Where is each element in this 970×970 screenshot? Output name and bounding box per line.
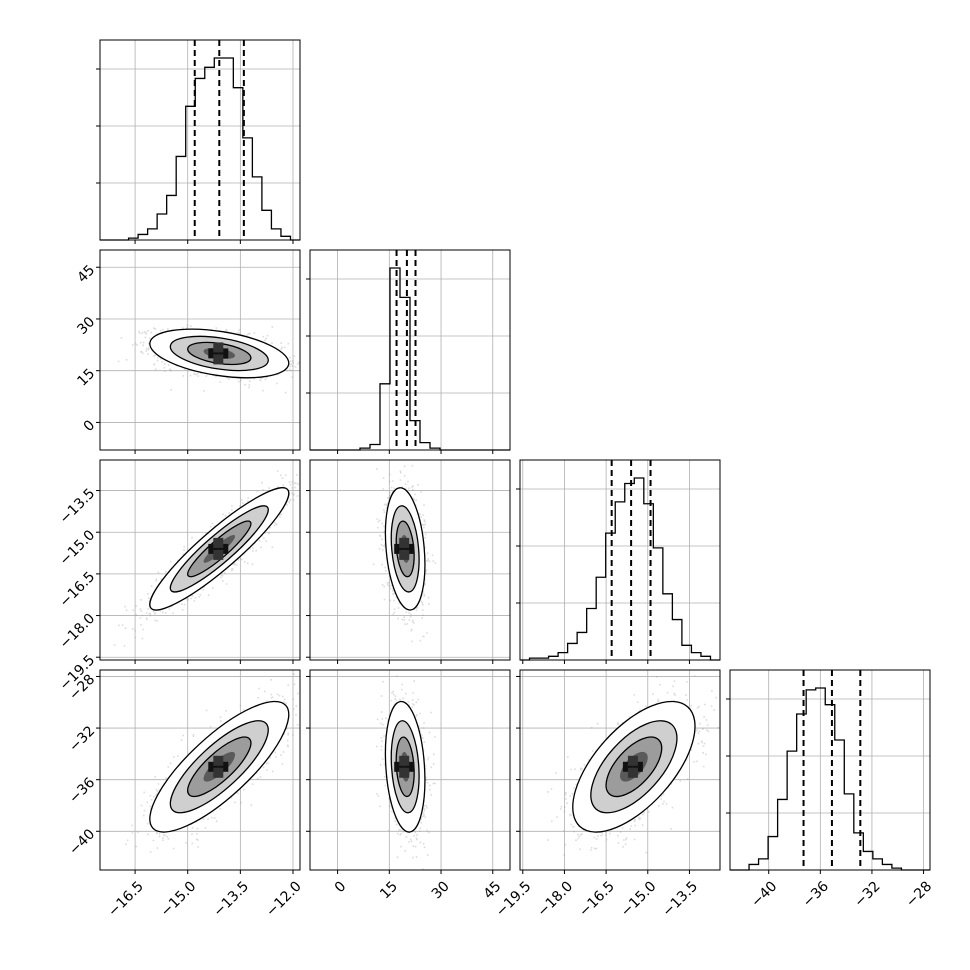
y-tick-label: −32 xyxy=(66,723,98,755)
axes-frame xyxy=(729,669,931,871)
x-tick-label: −16.5 xyxy=(576,878,618,920)
x-tick-label: −15.0 xyxy=(158,878,200,920)
peak-bin xyxy=(627,767,638,778)
peak-bin xyxy=(213,755,224,766)
panel-content xyxy=(100,250,300,450)
histogram-step xyxy=(310,267,510,451)
x-tick-label: −16.5 xyxy=(105,878,147,920)
peak-bin xyxy=(218,348,229,359)
pair-panel-2-1 xyxy=(306,459,511,664)
y-tick-label: −16.5 xyxy=(57,569,99,611)
panel-content xyxy=(310,670,510,870)
peak-bin xyxy=(213,767,224,778)
peak-bin xyxy=(213,354,224,365)
histogram-step xyxy=(100,57,300,241)
y-tick-label: 15 xyxy=(74,366,98,390)
panel-content xyxy=(100,460,300,660)
peak-bin xyxy=(399,767,410,778)
y-tick-label: −36 xyxy=(66,775,98,807)
peak-bin xyxy=(394,761,405,772)
peak-bin xyxy=(218,761,229,772)
pair-panel-2-0 xyxy=(96,459,301,664)
peak-bin xyxy=(208,348,219,359)
axes-frame xyxy=(309,459,511,661)
peak-bin xyxy=(208,543,219,554)
pair-panel-3-1 xyxy=(306,669,511,874)
x-tick-label: −12.0 xyxy=(263,878,305,920)
pair-panel-3-0 xyxy=(96,669,301,874)
peak-bin xyxy=(213,537,224,548)
x-tick-label: −13.5 xyxy=(659,878,701,920)
hist-panel-1 xyxy=(306,249,511,454)
hist-panel-0 xyxy=(96,39,301,244)
panel-content xyxy=(100,670,300,870)
y-tick-label: 30 xyxy=(74,314,98,338)
x-tick-label: 15 xyxy=(377,878,401,902)
histogram-step xyxy=(730,687,930,871)
x-tick-label: −15.0 xyxy=(618,878,660,920)
panel-content xyxy=(520,670,720,870)
peak-bin xyxy=(404,543,415,554)
x-tick-label: 30 xyxy=(429,878,453,902)
pair-panel-1-0 xyxy=(96,249,301,454)
peak-bin xyxy=(399,755,410,766)
peak-bin xyxy=(399,549,410,560)
peak-bin xyxy=(394,543,405,554)
pair-panel-3-2 xyxy=(516,669,721,874)
y-tick-label: 45 xyxy=(74,262,98,286)
y-tick-label: 0 xyxy=(81,417,99,435)
panel-content xyxy=(310,460,510,660)
axes-frame xyxy=(99,669,301,871)
peak-bin xyxy=(213,342,224,353)
axes-frame xyxy=(309,669,511,871)
peak-bin xyxy=(213,549,224,560)
peak-bin xyxy=(208,761,219,772)
axes-frame xyxy=(519,459,721,661)
x-tick-label: −32 xyxy=(851,878,883,910)
peak-bin xyxy=(404,761,415,772)
hist-panel-3 xyxy=(726,669,931,874)
peak-bin xyxy=(627,755,638,766)
x-tick-label: −13.5 xyxy=(210,878,252,920)
peak-bin xyxy=(399,537,410,548)
axes-frame xyxy=(99,459,301,661)
x-tick-label: −36 xyxy=(800,878,832,910)
axes-frame xyxy=(99,39,301,241)
peak-bin xyxy=(622,761,633,772)
x-tick-label: −40 xyxy=(748,878,780,910)
peak-bin xyxy=(632,761,643,772)
x-tick-label: 0 xyxy=(332,878,350,896)
axes-frame xyxy=(99,249,301,451)
y-tick-label: −40 xyxy=(66,826,98,858)
histogram-step xyxy=(520,477,720,661)
y-tick-label: −13.5 xyxy=(57,486,99,528)
x-tick-label: −28 xyxy=(903,878,935,910)
peak-bin xyxy=(218,543,229,554)
y-tick-label: −15.0 xyxy=(57,527,99,569)
axes-frame xyxy=(309,249,511,451)
y-tick-label: −18.0 xyxy=(57,611,99,653)
hist-panel-2 xyxy=(516,459,721,664)
x-tick-label: 45 xyxy=(481,878,505,902)
axes-frame xyxy=(519,669,721,871)
x-tick-label: −18.0 xyxy=(534,878,576,920)
